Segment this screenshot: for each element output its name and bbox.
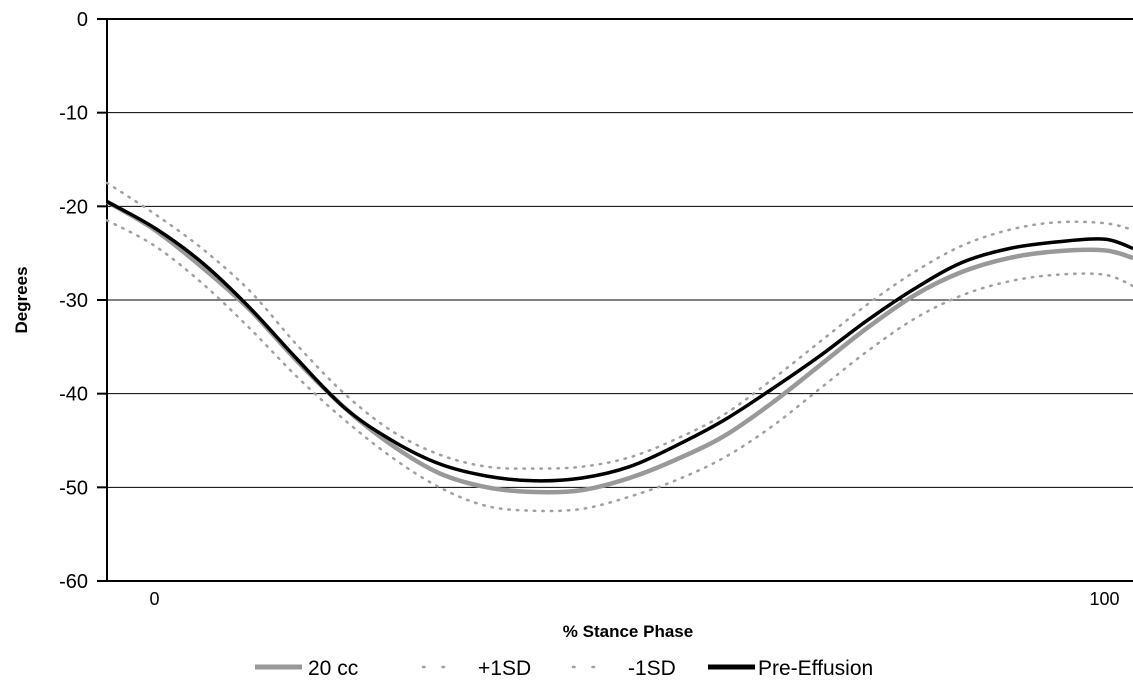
y-tick-label: 0 bbox=[77, 9, 88, 31]
gridlines bbox=[107, 18, 1133, 488]
legend-label: +1SD bbox=[478, 657, 531, 680]
series-lines bbox=[105, 181, 1133, 513]
series-line-1sd bbox=[105, 219, 1133, 513]
tick-labels: 0 -10 -20 -30 -40 -50 -60 0 100 bbox=[59, 9, 1119, 609]
y-tick-label: -60 bbox=[59, 571, 88, 593]
series-line-20-cc bbox=[105, 199, 1133, 495]
y-tick-label: -10 bbox=[59, 103, 88, 125]
series-line-1sd bbox=[105, 181, 1133, 470]
y-tick-label: -20 bbox=[59, 196, 88, 218]
legend-item: Pre-Effusion bbox=[708, 657, 873, 680]
legend-item: -1SD bbox=[571, 657, 676, 680]
legend-item: +1SD bbox=[421, 657, 531, 680]
y-axis-title: Degrees bbox=[12, 266, 31, 333]
y-tick-label: -30 bbox=[59, 290, 88, 312]
legend-item: 20 cc bbox=[255, 657, 358, 680]
axes bbox=[97, 18, 1133, 582]
x-tick-label: 0 bbox=[149, 589, 159, 609]
x-tick-label: 100 bbox=[1089, 589, 1119, 609]
y-tick-label: -40 bbox=[59, 384, 88, 406]
series-line-pre-effusion bbox=[106, 200, 1133, 483]
x-axis-title: % Stance Phase bbox=[563, 622, 693, 641]
legend-label: 20 cc bbox=[308, 657, 358, 680]
legend: 20 cc +1SD -1SD Pre-Effusion bbox=[255, 657, 873, 680]
y-tick-label: -50 bbox=[59, 477, 88, 499]
legend-label: Pre-Effusion bbox=[758, 657, 873, 680]
legend-label: -1SD bbox=[628, 657, 676, 680]
